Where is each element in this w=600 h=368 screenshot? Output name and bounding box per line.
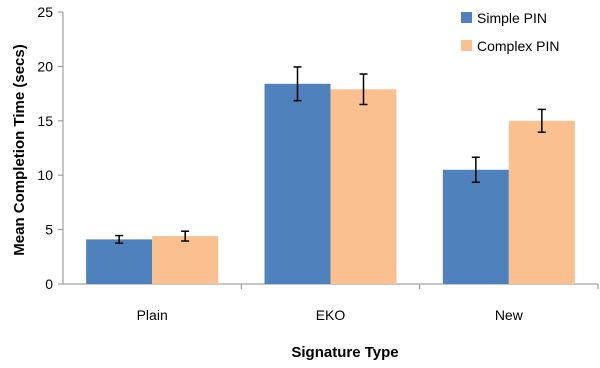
x-tick-label: Plain — [137, 307, 168, 323]
legend-label: Simple PIN — [477, 10, 547, 26]
legend-swatch — [461, 40, 472, 51]
legend: Simple PIN Complex PIN — [461, 10, 559, 54]
y-axis-title: Mean Completion Time (secs) — [11, 44, 28, 255]
y-tick-label: 25 — [37, 4, 53, 20]
x-tick-label: EKO — [316, 307, 346, 323]
bar — [442, 169, 509, 284]
bar — [508, 120, 575, 284]
bar — [264, 83, 331, 284]
bar — [152, 236, 219, 284]
x-tick-label: New — [495, 307, 524, 323]
bar — [86, 239, 153, 284]
x-axis-title: Signature Type — [291, 344, 398, 361]
plot-area: 0 5 10 15 20 25 Plain EKO New — [37, 4, 599, 323]
bar — [330, 89, 397, 284]
y-tick-label: 5 — [45, 222, 53, 238]
y-tick-label: 10 — [37, 167, 53, 183]
y-tick-label: 15 — [37, 113, 53, 129]
legend-swatch — [461, 12, 472, 23]
legend-label: Complex PIN — [477, 38, 559, 54]
y-tick-label: 0 — [45, 276, 53, 292]
y-tick-label: 20 — [37, 58, 53, 74]
